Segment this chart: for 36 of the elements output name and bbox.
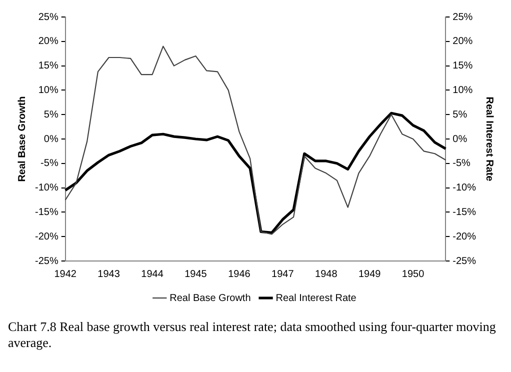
y2-tick-label: -5%: [452, 158, 471, 170]
y-tick-label: -20%: [34, 231, 58, 242]
y2-tick-label: -15%: [452, 206, 476, 218]
y2-axis-title: Real Interest Rate: [483, 96, 494, 182]
x-tick-label: 1946: [228, 268, 251, 280]
y-tick-label: -15%: [34, 206, 58, 218]
y2-tick-label: -25%: [452, 256, 476, 267]
y-tick-label: 25%: [38, 12, 58, 23]
x-tick-label: 1950: [402, 268, 425, 280]
y-tick-label: 15%: [38, 60, 58, 72]
x-tick-label: 1944: [141, 268, 164, 280]
x-tick-label: 1948: [315, 268, 338, 280]
y-tick-label: 10%: [38, 84, 58, 96]
y2-tick-label: 5%: [452, 109, 468, 120]
y2-tick-label: 15%: [452, 60, 473, 72]
y2-tick-label: -10%: [452, 182, 476, 194]
y-tick-label: -25%: [34, 256, 58, 267]
y-tick-label: -5%: [40, 158, 58, 170]
legend-label: Real Base Growth: [170, 292, 251, 304]
x-tick-label: 1949: [358, 268, 382, 280]
y2-tick-label: 20%: [452, 36, 473, 48]
y2-tick-label: 25%: [452, 12, 473, 23]
y-tick-label: 20%: [38, 36, 58, 48]
y-tick-label: 0%: [44, 134, 58, 145]
y2-tick-label: -20%: [452, 231, 476, 242]
caption: Chart 7.8 Real base growth versus real interest rate; data smoothed using four-quarter moving average.: [8, 319, 497, 351]
x-tick-label: 1942: [54, 268, 77, 280]
x-tick-label: 1943: [98, 268, 120, 280]
y-tick-label: 5%: [44, 109, 58, 120]
x-tick-label: 1945: [184, 268, 208, 280]
y2-tick-label: 0%: [452, 134, 468, 145]
y2-tick-label: 10%: [452, 84, 473, 96]
x-tick-label: 1947: [272, 268, 294, 280]
y-axis-title: Real Base Growth: [16, 96, 28, 182]
y-tick-label: -10%: [34, 182, 58, 194]
legend-label: Real Interest Rate: [276, 292, 357, 304]
